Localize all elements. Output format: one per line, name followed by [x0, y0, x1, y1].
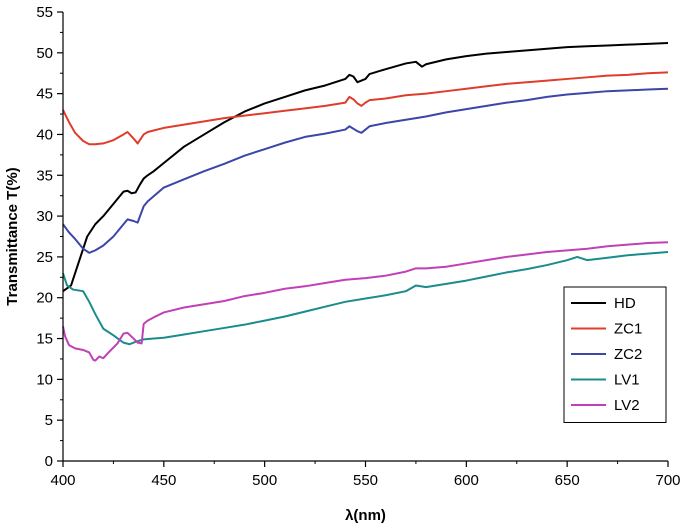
- y-tick-label: 35: [36, 167, 53, 184]
- x-tick-label: 400: [50, 472, 75, 489]
- y-tick-label: 40: [36, 126, 53, 143]
- series-line-lv2: [62, 241, 669, 362]
- legend-label-zc2: ZC2: [614, 346, 642, 363]
- legend: HD ZC1 ZC2 LV1 LV2: [563, 286, 667, 423]
- y-axis-title: Transmittance T(%): [4, 167, 21, 305]
- legend-label-hd: HD: [614, 295, 636, 312]
- x-tick-label: 600: [454, 472, 479, 489]
- x-tick-label: 450: [151, 472, 176, 489]
- y-tick-label: 45: [36, 86, 53, 103]
- y-tick-label: 10: [36, 371, 53, 388]
- x-tick-label: 550: [353, 472, 378, 489]
- series-line-lv1: [62, 251, 669, 346]
- series-line-zc2: [62, 87, 669, 254]
- y-tick-label: 20: [36, 290, 53, 307]
- series-line-zc1: [62, 71, 669, 146]
- legend-label-zc1: ZC1: [614, 321, 642, 338]
- x-tick-label: 700: [655, 472, 680, 489]
- legend-label-lv1: LV1: [614, 372, 640, 389]
- y-tick-label: 55: [36, 4, 53, 21]
- x-axis-title: λ(nm): [345, 507, 386, 524]
- x-tick-label: 650: [555, 472, 580, 489]
- y-tick-label: 30: [36, 208, 53, 225]
- series-layer: [62, 42, 669, 362]
- y-tick-label: 25: [36, 249, 53, 266]
- y-tick-label: 0: [45, 453, 53, 470]
- ticks-layer: 400 450 500 550 600 650 700 0 5 10 15 20 25 30 35 40 45 5…: [36, 4, 680, 489]
- series-line-hd: [62, 42, 669, 293]
- y-tick-label: 5: [45, 412, 53, 429]
- legend-label-lv2: LV2: [614, 397, 640, 414]
- x-tick-label: 500: [252, 472, 277, 489]
- y-tick-label: 15: [36, 331, 53, 348]
- y-tick-label: 50: [36, 45, 53, 62]
